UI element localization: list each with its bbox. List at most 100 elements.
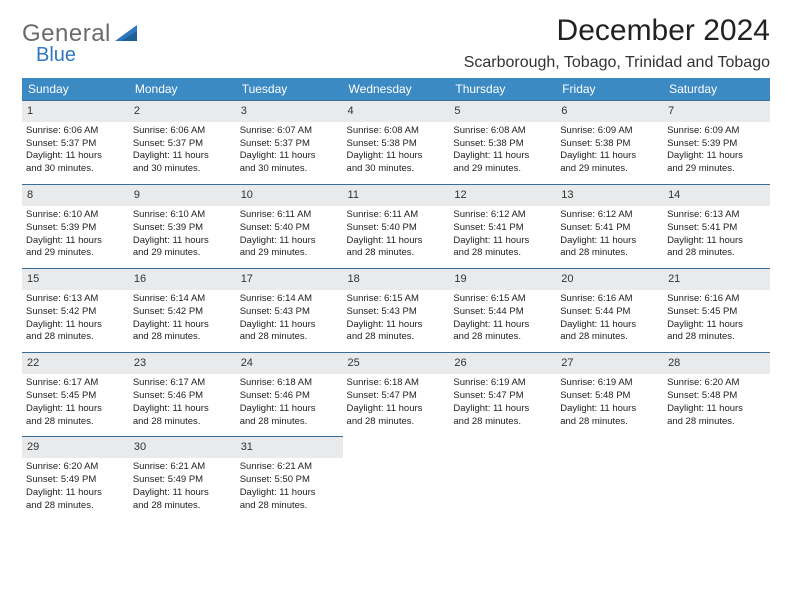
dl2-line: and 30 minutes. (347, 163, 446, 176)
calendar-cell: 18Sunrise: 6:15 AMSunset: 5:43 PMDayligh… (343, 269, 450, 353)
calendar-cell (449, 437, 556, 521)
dl1-line: Daylight: 11 hours (133, 403, 232, 416)
sunset-line: Sunset: 5:44 PM (560, 306, 659, 319)
dl1-line: Daylight: 11 hours (667, 150, 766, 163)
sunset-line: Sunset: 5:47 PM (347, 390, 446, 403)
col-tuesday: Tuesday (236, 78, 343, 101)
sunset-line: Sunset: 5:41 PM (453, 222, 552, 235)
calendar-cell: 6Sunrise: 6:09 AMSunset: 5:38 PMDaylight… (556, 101, 663, 185)
sunrise-line: Sunrise: 6:08 AM (453, 125, 552, 138)
calendar-week: 1Sunrise: 6:06 AMSunset: 5:37 PMDaylight… (22, 101, 770, 185)
sunset-line: Sunset: 5:38 PM (453, 138, 552, 151)
col-thursday: Thursday (449, 78, 556, 101)
location-line: Scarborough, Tobago, Trinidad and Tobago (464, 54, 770, 72)
calendar-cell: 27Sunrise: 6:19 AMSunset: 5:48 PMDayligh… (556, 353, 663, 437)
calendar-cell: 31Sunrise: 6:21 AMSunset: 5:50 PMDayligh… (236, 437, 343, 521)
sunrise-line: Sunrise: 6:19 AM (453, 377, 552, 390)
month-title: December 2024 (464, 14, 770, 48)
dl2-line: and 28 minutes. (240, 331, 339, 344)
sunset-line: Sunset: 5:45 PM (667, 306, 766, 319)
sunrise-line: Sunrise: 6:14 AM (133, 293, 232, 306)
dl1-line: Daylight: 11 hours (347, 235, 446, 248)
brand-logo: General Blue (22, 20, 137, 67)
day-number: 4 (343, 101, 450, 122)
dl1-line: Daylight: 11 hours (453, 319, 552, 332)
dl1-line: Daylight: 11 hours (26, 403, 125, 416)
sunrise-line: Sunrise: 6:13 AM (26, 293, 125, 306)
dl1-line: Daylight: 11 hours (560, 235, 659, 248)
calendar-cell: 23Sunrise: 6:17 AMSunset: 5:46 PMDayligh… (129, 353, 236, 437)
calendar-cell: 12Sunrise: 6:12 AMSunset: 5:41 PMDayligh… (449, 185, 556, 269)
sunrise-line: Sunrise: 6:16 AM (667, 293, 766, 306)
sunrise-line: Sunrise: 6:20 AM (667, 377, 766, 390)
calendar-cell: 20Sunrise: 6:16 AMSunset: 5:44 PMDayligh… (556, 269, 663, 353)
sunrise-line: Sunrise: 6:15 AM (453, 293, 552, 306)
day-number: 26 (449, 353, 556, 374)
sunrise-line: Sunrise: 6:20 AM (26, 461, 125, 474)
dl2-line: and 28 minutes. (26, 331, 125, 344)
dl2-line: and 28 minutes. (26, 416, 125, 429)
brand-text-1: General (22, 20, 111, 47)
sunset-line: Sunset: 5:41 PM (560, 222, 659, 235)
sunrise-line: Sunrise: 6:11 AM (347, 209, 446, 222)
dl1-line: Daylight: 11 hours (667, 235, 766, 248)
sunset-line: Sunset: 5:46 PM (133, 390, 232, 403)
calendar-cell: 2Sunrise: 6:06 AMSunset: 5:37 PMDaylight… (129, 101, 236, 185)
dl1-line: Daylight: 11 hours (560, 319, 659, 332)
calendar-cell: 26Sunrise: 6:19 AMSunset: 5:47 PMDayligh… (449, 353, 556, 437)
col-sunday: Sunday (22, 78, 129, 101)
page-header: General Blue December 2024 Scarborough, … (22, 14, 770, 72)
day-number: 24 (236, 353, 343, 374)
calendar-cell: 9Sunrise: 6:10 AMSunset: 5:39 PMDaylight… (129, 185, 236, 269)
day-number: 3 (236, 101, 343, 122)
dl1-line: Daylight: 11 hours (560, 403, 659, 416)
day-number: 19 (449, 269, 556, 290)
dl2-line: and 28 minutes. (133, 500, 232, 513)
dl2-line: and 28 minutes. (560, 331, 659, 344)
sunrise-line: Sunrise: 6:10 AM (26, 209, 125, 222)
calendar-week: 15Sunrise: 6:13 AMSunset: 5:42 PMDayligh… (22, 269, 770, 353)
sunrise-line: Sunrise: 6:13 AM (667, 209, 766, 222)
dl2-line: and 30 minutes. (133, 163, 232, 176)
sunset-line: Sunset: 5:48 PM (667, 390, 766, 403)
sunrise-line: Sunrise: 6:12 AM (453, 209, 552, 222)
sunrise-line: Sunrise: 6:09 AM (560, 125, 659, 138)
dl1-line: Daylight: 11 hours (26, 319, 125, 332)
day-number: 31 (236, 437, 343, 458)
dl2-line: and 28 minutes. (133, 416, 232, 429)
dl2-line: and 28 minutes. (453, 416, 552, 429)
calendar-cell: 25Sunrise: 6:18 AMSunset: 5:47 PMDayligh… (343, 353, 450, 437)
day-number: 28 (663, 353, 770, 374)
dl1-line: Daylight: 11 hours (240, 150, 339, 163)
day-number: 27 (556, 353, 663, 374)
day-number: 1 (22, 101, 129, 122)
sunrise-line: Sunrise: 6:07 AM (240, 125, 339, 138)
sunset-line: Sunset: 5:44 PM (453, 306, 552, 319)
dl1-line: Daylight: 11 hours (26, 235, 125, 248)
sunset-line: Sunset: 5:40 PM (240, 222, 339, 235)
sunset-line: Sunset: 5:40 PM (347, 222, 446, 235)
sunset-line: Sunset: 5:37 PM (240, 138, 339, 151)
calendar-cell: 13Sunrise: 6:12 AMSunset: 5:41 PMDayligh… (556, 185, 663, 269)
dl2-line: and 30 minutes. (240, 163, 339, 176)
dl2-line: and 29 minutes. (240, 247, 339, 260)
dl2-line: and 28 minutes. (240, 416, 339, 429)
sunrise-line: Sunrise: 6:09 AM (667, 125, 766, 138)
sunrise-line: Sunrise: 6:18 AM (240, 377, 339, 390)
dl2-line: and 28 minutes. (26, 500, 125, 513)
day-number: 18 (343, 269, 450, 290)
calendar-page: General Blue December 2024 Scarborough, … (0, 0, 792, 520)
dl2-line: and 28 minutes. (347, 247, 446, 260)
dl1-line: Daylight: 11 hours (133, 235, 232, 248)
dl2-line: and 30 minutes. (26, 163, 125, 176)
calendar-body: 1Sunrise: 6:06 AMSunset: 5:37 PMDaylight… (22, 101, 770, 521)
day-number: 7 (663, 101, 770, 122)
dl1-line: Daylight: 11 hours (133, 319, 232, 332)
sunset-line: Sunset: 5:50 PM (240, 474, 339, 487)
day-number: 16 (129, 269, 236, 290)
col-saturday: Saturday (663, 78, 770, 101)
day-number: 30 (129, 437, 236, 458)
sunset-line: Sunset: 5:39 PM (26, 222, 125, 235)
sunrise-line: Sunrise: 6:21 AM (133, 461, 232, 474)
day-number: 14 (663, 185, 770, 206)
